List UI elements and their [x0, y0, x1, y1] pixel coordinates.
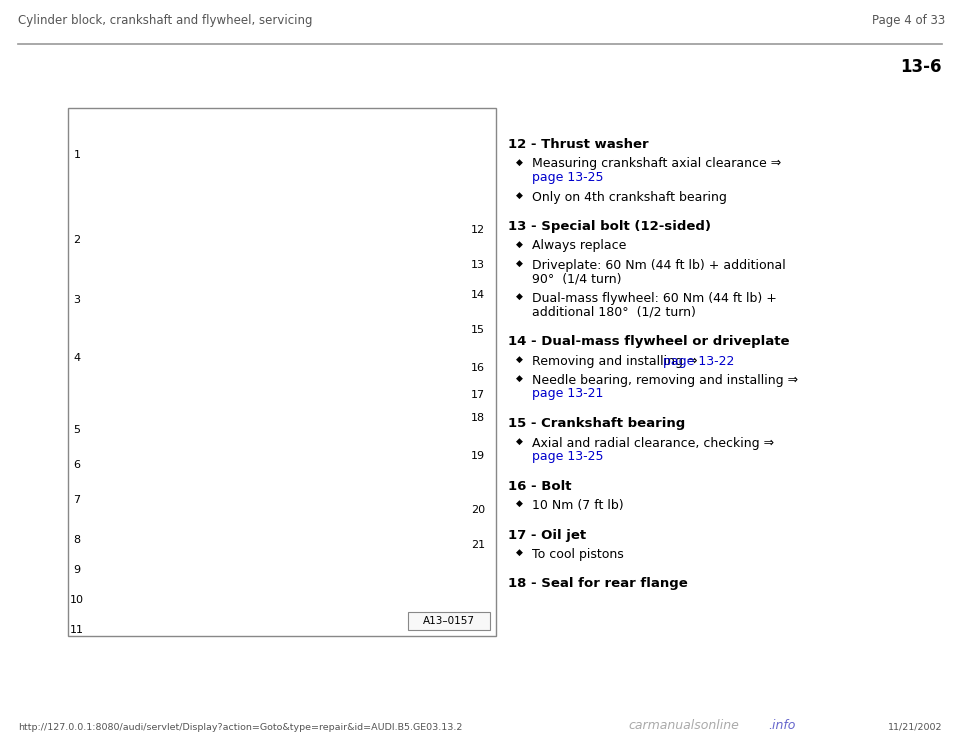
Text: 11: 11 — [70, 625, 84, 635]
Text: 13-6: 13-6 — [900, 58, 942, 76]
Text: ◆: ◆ — [516, 292, 523, 301]
Text: ◆: ◆ — [516, 157, 523, 166]
Text: Dual-mass flywheel: 60 Nm (44 ft lb) +: Dual-mass flywheel: 60 Nm (44 ft lb) + — [532, 292, 777, 305]
Text: 12: 12 — [471, 225, 485, 235]
Text: 5: 5 — [74, 425, 81, 435]
Text: A13–0157: A13–0157 — [423, 616, 475, 626]
Text: 17 - Oil jet: 17 - Oil jet — [508, 528, 587, 542]
Text: 14 - Dual-mass flywheel or driveplate: 14 - Dual-mass flywheel or driveplate — [508, 335, 789, 348]
Text: ◆: ◆ — [516, 436, 523, 445]
Text: 7: 7 — [73, 495, 81, 505]
Text: 10: 10 — [70, 595, 84, 605]
Text: 21: 21 — [471, 540, 485, 550]
Text: Always replace: Always replace — [532, 240, 626, 252]
Text: 11/21/2002: 11/21/2002 — [887, 723, 942, 732]
Bar — [408, 612, 490, 630]
Text: ◆: ◆ — [516, 191, 523, 200]
Text: page 13-22: page 13-22 — [663, 355, 734, 367]
Text: 6: 6 — [74, 460, 81, 470]
Text: ◆: ◆ — [516, 240, 523, 249]
Text: .info: .info — [768, 719, 796, 732]
Text: Needle bearing, removing and installing ⇒: Needle bearing, removing and installing … — [532, 374, 798, 387]
Text: 9: 9 — [73, 565, 81, 575]
Text: http://127.0.0.1:8080/audi/servlet/Display?action=Goto&type=repair&id=AUDI.B5.GE: http://127.0.0.1:8080/audi/servlet/Displ… — [18, 723, 463, 732]
Text: 3: 3 — [74, 295, 81, 305]
Text: 4: 4 — [73, 353, 81, 363]
Text: 19: 19 — [471, 451, 485, 461]
Text: ◆: ◆ — [516, 259, 523, 268]
Text: Measuring crankshaft axial clearance ⇒: Measuring crankshaft axial clearance ⇒ — [532, 157, 781, 171]
Text: Only on 4th crankshaft bearing: Only on 4th crankshaft bearing — [532, 191, 727, 203]
Text: ◆: ◆ — [516, 548, 523, 557]
Text: 12 - Thrust washer: 12 - Thrust washer — [508, 138, 649, 151]
Text: 2: 2 — [73, 235, 81, 245]
Text: 13 - Special bolt (12-sided): 13 - Special bolt (12-sided) — [508, 220, 711, 233]
Text: 20: 20 — [471, 505, 485, 515]
Text: Axial and radial clearance, checking ⇒: Axial and radial clearance, checking ⇒ — [532, 436, 774, 450]
Text: 14: 14 — [471, 290, 485, 300]
Text: 10 Nm (7 ft lb): 10 Nm (7 ft lb) — [532, 499, 624, 512]
Text: 8: 8 — [73, 535, 81, 545]
Text: Page 4 of 33: Page 4 of 33 — [872, 14, 945, 27]
Text: 18: 18 — [471, 413, 485, 423]
Text: 16: 16 — [471, 363, 485, 373]
Text: 15: 15 — [471, 325, 485, 335]
Text: 15 - Crankshaft bearing: 15 - Crankshaft bearing — [508, 417, 685, 430]
Text: 1: 1 — [74, 150, 81, 160]
Bar — [68, 108, 496, 636]
Text: ◆: ◆ — [516, 374, 523, 383]
Text: page 13-25: page 13-25 — [532, 450, 604, 463]
Text: carmanualsonline: carmanualsonline — [628, 719, 739, 732]
Text: Removing and installing ⇒: Removing and installing ⇒ — [532, 355, 702, 367]
Text: 16 - Bolt: 16 - Bolt — [508, 479, 571, 493]
Text: To cool pistons: To cool pistons — [532, 548, 624, 561]
Text: 13: 13 — [471, 260, 485, 270]
Text: 18 - Seal for rear flange: 18 - Seal for rear flange — [508, 577, 687, 591]
Text: ◆: ◆ — [516, 355, 523, 364]
Text: 17: 17 — [471, 390, 485, 400]
Text: ◆: ◆ — [516, 499, 523, 508]
Text: additional 180°  (1/2 turn): additional 180° (1/2 turn) — [532, 306, 696, 318]
Text: 90°  (1/4 turn): 90° (1/4 turn) — [532, 272, 621, 286]
Text: page 13-25: page 13-25 — [532, 171, 604, 184]
Text: Driveplate: 60 Nm (44 ft lb) + additional: Driveplate: 60 Nm (44 ft lb) + additiona… — [532, 259, 785, 272]
Text: page 13-21: page 13-21 — [532, 387, 604, 401]
Text: Cylinder block, crankshaft and flywheel, servicing: Cylinder block, crankshaft and flywheel,… — [18, 14, 313, 27]
